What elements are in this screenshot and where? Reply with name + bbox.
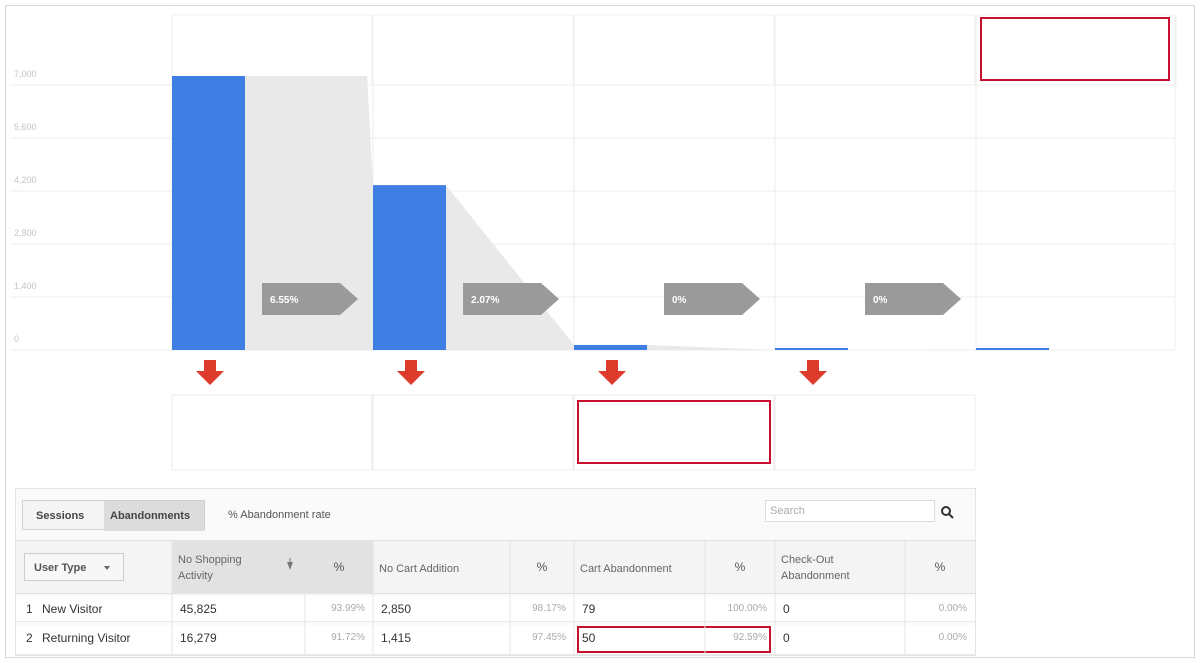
highlight-box [980,17,1170,81]
tab[interactable]: Abandonments [110,510,191,522]
bar [775,348,848,350]
row-label: Returning Visitor [42,631,131,645]
y-tick-label: 7,000 [14,69,37,79]
table-cell: 79 [582,602,596,616]
column-header[interactable]: No Cart Addition [379,563,460,575]
column-header[interactable]: % [734,560,746,574]
down-arrow [807,360,819,372]
row-index: 2 [26,631,33,645]
table-cell: 100.00% [727,603,767,614]
search-icon [941,506,951,516]
column-header[interactable]: Cart Abandonment [580,563,672,575]
bar [574,344,647,350]
highlight-box [577,400,771,464]
abandonment-cell [573,394,775,471]
bar [172,76,245,350]
table-cell: 0.00% [938,632,967,643]
step-rate: 0% [873,295,888,306]
y-tick-label: 0 [14,334,19,344]
table-cell: 50 [582,631,596,645]
step-arrow [262,283,358,315]
table-cell: 97.45% [532,632,566,643]
table-cell: 0.00% [938,603,967,614]
down-arrow-head [397,371,425,385]
table-cell: 1,415 [381,631,412,645]
plot [172,76,1049,350]
table-cell: 92.59% [733,632,767,643]
highlight-box [577,626,771,653]
step-arrow [463,283,559,315]
stage-cell [171,14,373,86]
y-tick-label: 5,600 [14,122,37,132]
stage-cell [975,14,1177,86]
column-header[interactable]: No Shopping Activity [178,554,242,582]
table-cell: 91.72% [331,632,365,643]
dropdown-caret [104,566,110,570]
down-arrow [405,360,417,372]
down-arrow [204,360,216,372]
table-cell: 16,279 [180,631,217,645]
sorted-header [172,541,373,594]
step-arrow [865,283,961,315]
bar [373,185,446,350]
abandonment-cell [774,394,976,471]
funnel-connector [245,76,373,350]
column-header[interactable]: % [333,560,345,574]
table-cell: 0 [783,602,790,616]
funnel-connector [647,344,775,350]
abandonment-cell [372,394,574,471]
table-row [16,596,975,622]
tab-active [104,501,204,531]
y-tick-label: 2,800 [14,228,37,238]
row-label: New Visitor [42,602,103,616]
stage-cell [573,14,775,86]
tab[interactable]: Sessions [36,510,85,522]
mode-label: % Abandonment rate [228,509,331,521]
search-box[interactable] [765,500,935,522]
stage-cell [774,14,976,86]
step-rate: 2.07% [471,295,499,306]
table-cell: 45,825 [180,602,217,616]
frame [5,5,1195,658]
bar [976,348,1049,350]
table-cell: 98.17% [532,603,566,614]
down-arrow-head [196,371,224,385]
search-icon-handle [948,513,954,519]
step-rate: 0% [672,295,687,306]
y-tick-label: 1,400 [14,281,37,291]
down-arrow-head [799,371,827,385]
table-cell: 2,850 [381,602,412,616]
table-cell: 0 [783,631,790,645]
y-tick-label: 4,200 [14,175,37,185]
down-arrow [606,360,618,372]
user-type: User Type [34,562,87,574]
stage-cell [372,14,574,86]
funnel-connector [446,185,574,350]
column-header[interactable]: Check-Out Abandonment [781,554,850,582]
abandonment-cell [171,394,373,471]
step-arrow [664,283,760,315]
table-cell: 93.99% [331,603,365,614]
column-header[interactable]: % [934,560,946,574]
table-row [16,625,975,655]
down-arrow-head [598,371,626,385]
search-placeholder: Search [770,505,805,517]
column-header[interactable]: % [536,560,548,574]
row-index: 1 [26,602,33,616]
sort-arrow [287,562,293,570]
step-rate: 6.55% [270,295,298,306]
